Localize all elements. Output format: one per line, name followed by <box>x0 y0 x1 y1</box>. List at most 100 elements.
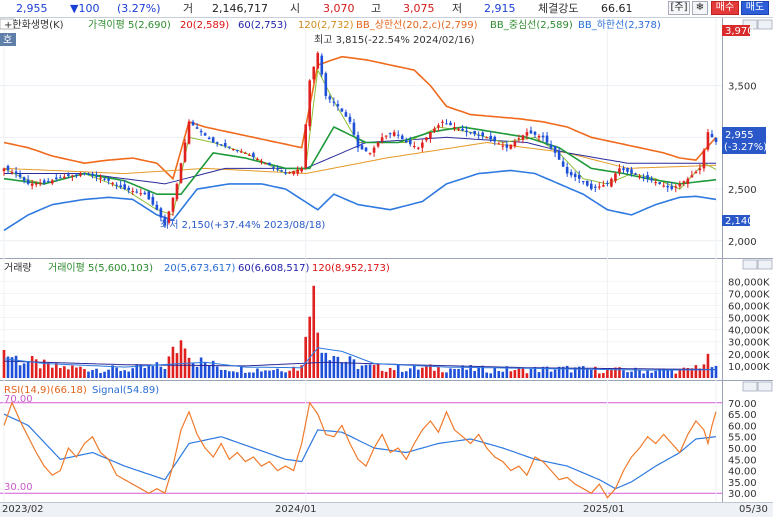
volume-bar <box>2 350 6 378</box>
rsi-tick-label: 65.00 <box>728 410 757 421</box>
volume-bar <box>348 356 352 378</box>
volume-panel-close-button[interactable] <box>757 259 773 270</box>
volume-tick-label: 30,000K <box>728 338 770 349</box>
volume-bar <box>477 367 480 378</box>
vol-ma60-line <box>3 360 716 370</box>
volume-bar <box>501 371 505 378</box>
mode-tag[interactable] <box>0 33 16 46</box>
volume-bar <box>441 372 444 378</box>
volume-tick-label: 80,000K <box>728 277 770 288</box>
rsi-tick-label: 30.00 <box>728 489 757 500</box>
volume-bar <box>417 369 420 378</box>
candle <box>477 134 480 136</box>
volume-bar <box>155 362 159 378</box>
stock-type-button[interactable]: [주] <box>668 1 690 15</box>
volume-bar <box>364 364 368 378</box>
volume-bar <box>308 316 312 378</box>
volume-bar <box>569 372 573 378</box>
rsi-tick-label: 35.00 <box>728 478 757 489</box>
volume-bar <box>300 365 303 378</box>
volume-tick-label: 20,000K <box>728 350 770 361</box>
volume-bar <box>38 368 42 378</box>
candle <box>79 174 82 176</box>
candle <box>441 121 444 123</box>
volume-bar <box>79 366 82 378</box>
candle <box>171 197 175 212</box>
price-change: ▼100 <box>70 2 100 15</box>
candle <box>686 178 690 184</box>
open-label: 시 <box>290 2 301 15</box>
volume-tick-label: 70,000K <box>728 289 770 300</box>
candle <box>99 177 102 179</box>
volume-bar <box>127 371 131 378</box>
candle <box>614 173 617 182</box>
volume-bar <box>461 365 464 378</box>
volume-bar <box>99 372 102 378</box>
volume-bar <box>670 369 674 378</box>
volume-bar <box>489 373 493 378</box>
candle <box>533 131 537 135</box>
stock-chart[interactable]: 3,5003,0002,5002,00080,000K70,000K60,000… <box>0 18 773 502</box>
buy-button[interactable]: 매수 <box>711 1 739 15</box>
volume-bar <box>59 368 62 378</box>
candle <box>288 172 291 174</box>
current-price-label: 2,955 <box>725 130 754 141</box>
candle <box>449 122 452 126</box>
candle <box>493 136 497 142</box>
volume-bar <box>690 368 694 378</box>
rsi-panel-button[interactable] <box>742 381 758 392</box>
candle <box>240 151 243 153</box>
candle <box>155 204 159 210</box>
candle <box>461 128 464 131</box>
candle <box>219 144 223 146</box>
legend-vol-ma20: 20(5,673,617) <box>164 263 236 274</box>
volume-bar <box>95 368 98 378</box>
volume-panel-button[interactable] <box>742 259 758 270</box>
volume-bar <box>465 369 468 378</box>
volume-bar <box>167 356 171 378</box>
volume-bar <box>581 366 585 378</box>
volume-bar <box>702 364 706 378</box>
volume-bar <box>425 366 428 378</box>
bb-upper-line <box>3 55 717 181</box>
bb-lower-line <box>3 169 717 232</box>
sell-button[interactable]: 매도 <box>741 1 769 15</box>
volume-bar <box>565 365 569 378</box>
ma20-line <box>3 125 717 195</box>
volume-bar <box>541 366 545 378</box>
candle <box>83 172 86 174</box>
price-change-pct: (3.27%) <box>117 2 161 15</box>
candle <box>284 172 287 174</box>
candle <box>537 136 541 138</box>
candle <box>340 108 344 112</box>
candle <box>417 147 420 149</box>
price-panel-close-button[interactable] <box>757 19 773 30</box>
volume-bar <box>598 373 601 378</box>
volume-bar <box>296 370 299 378</box>
mode-tag-label: 호 <box>3 34 12 46</box>
candle <box>706 132 710 150</box>
volume-bar <box>71 365 74 378</box>
settings-icon[interactable]: ❄ <box>692 1 708 15</box>
legend-ma60: 60(2,753) <box>238 20 287 31</box>
volume-bar <box>662 368 666 378</box>
volume-bar <box>211 360 215 378</box>
volume-bar <box>614 367 617 378</box>
candle <box>272 166 275 168</box>
candle <box>521 135 525 140</box>
rsi-panel-close-button[interactable] <box>757 381 773 392</box>
candle <box>360 145 364 150</box>
date-label-2: 2025/01 <box>583 504 625 515</box>
candle <box>87 173 90 175</box>
candle <box>312 66 316 80</box>
candle <box>348 116 352 122</box>
candle <box>336 104 340 107</box>
volume-bar <box>292 366 295 378</box>
volume-bar <box>714 365 718 378</box>
candle <box>670 186 674 190</box>
candle <box>63 176 66 179</box>
volume-bar <box>91 370 94 378</box>
volume-bar <box>30 356 34 378</box>
volume-bar <box>324 352 328 378</box>
volume-bar <box>445 372 448 378</box>
